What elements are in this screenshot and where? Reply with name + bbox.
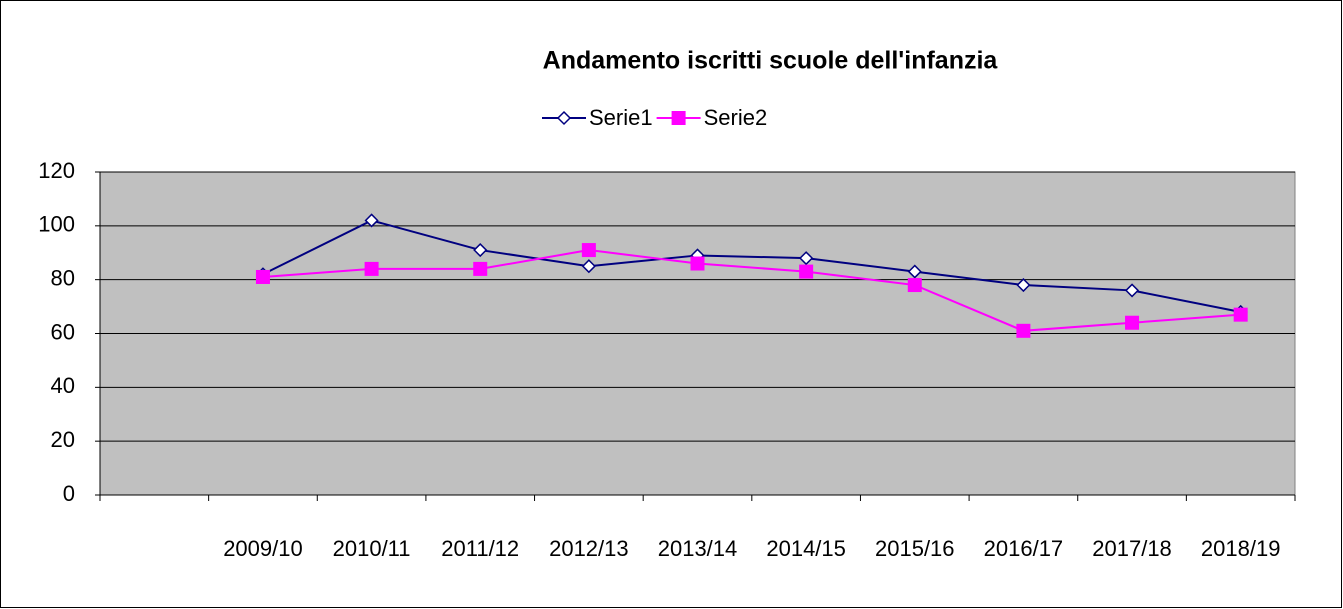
x-tick-label: 2016/17	[984, 536, 1064, 561]
point	[364, 213, 379, 228]
legend-label: Serie2	[704, 105, 768, 130]
series-line	[262, 219, 1241, 313]
x-tick-label: 2018/19	[1201, 536, 1281, 561]
point	[1125, 315, 1140, 330]
point	[907, 278, 922, 293]
point	[671, 111, 686, 125]
x-tick-label: 2013/14	[658, 536, 738, 561]
point	[1124, 283, 1140, 298]
point	[255, 269, 270, 284]
point	[364, 261, 379, 276]
legend-label: Serie1	[589, 105, 653, 130]
y-tick-label: 100	[38, 212, 75, 237]
point	[581, 243, 596, 258]
x-tick-label: 2015/16	[875, 536, 955, 561]
point	[473, 261, 488, 276]
y-tick-label: 60	[51, 319, 75, 344]
y-tick-label: 80	[51, 265, 75, 290]
x-tick-label: 2010/11	[333, 536, 411, 561]
chart-title: Andamento iscritti scuole dell'infanzia	[543, 47, 999, 75]
point	[473, 242, 488, 258]
point	[1016, 323, 1031, 338]
y-tick-label: 40	[51, 373, 75, 398]
x-tick-label: 2009/10	[223, 536, 303, 561]
y-tick-label: 120	[38, 158, 75, 183]
point	[799, 251, 814, 266]
x-tick-label: 2012/13	[549, 536, 629, 561]
point	[581, 259, 596, 274]
series-line	[262, 249, 1241, 332]
point	[556, 110, 572, 126]
point	[799, 264, 814, 279]
x-tick-label: 2017/18	[1092, 536, 1172, 561]
x-tick-label: 2014/15	[766, 536, 846, 561]
point	[690, 256, 705, 271]
y-tick-label: 0	[63, 481, 75, 506]
y-tick-label: 20	[51, 427, 75, 452]
legend: Serie1 Serie2	[542, 105, 767, 130]
point	[907, 264, 922, 279]
x-tick-label: 2011/12	[441, 536, 519, 561]
point	[1016, 277, 1031, 293]
point	[1233, 307, 1248, 322]
